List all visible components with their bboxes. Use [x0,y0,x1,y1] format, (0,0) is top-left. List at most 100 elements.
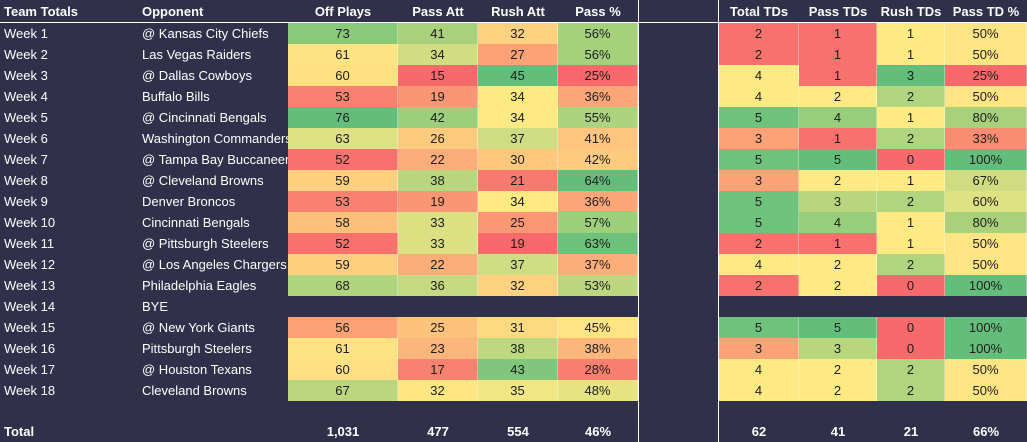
row-week-label: Week 8 [4,173,48,188]
cell-total-tds: 2 [719,23,799,44]
cell-pass-td-pct: 80% [945,212,1027,233]
row-opponent-label: @ Dallas Cowboys [142,68,253,83]
cell-rush-tds: 0 [877,275,945,296]
cell-pass-tds: 1 [799,44,877,65]
cell-total-tds: 4 [719,254,799,275]
cell-pass-pct: 45% [558,317,638,338]
row-opponent-label: @ Pittsburgh Steelers [142,236,269,251]
row-opponent-label: Washington Commanders [142,131,288,146]
header-pass-pct: Pass % [575,4,621,19]
row-opponent-label: BYE [142,299,169,314]
cell-pass-td-pct: 33% [945,128,1027,149]
cell-total-tds: 5 [719,149,799,170]
cell-pass-tds: 2 [799,86,877,107]
cell-rush-att: 34 [478,86,558,107]
cell-rush-tds: 0 [877,338,945,359]
cell-rush-tds: 1 [877,233,945,254]
cell-rush-tds: 0 [877,317,945,338]
cell-pass-tds: 2 [799,275,877,296]
row-week-label: Week 17 [4,362,56,377]
row-week-label: Week 5 [4,110,48,125]
cell-pass-att: 23 [398,338,478,359]
cell-pass-att: 36 [398,275,478,296]
header-rush-tds: Rush TDs [880,4,942,19]
cell-rush-tds: 2 [877,128,945,149]
row-opponent-label: @ Tampa Bay Buccaneers [142,152,288,167]
cell-rush-att: 35 [478,380,558,401]
cell-total-tds: 5 [719,191,799,212]
cell-rush-att: 37 [478,254,558,275]
cell-pass-att: 19 [398,86,478,107]
row-opponent-label: @ Los Angeles Chargers [142,257,287,272]
cell-pass-att: 42 [398,107,478,128]
cell-pass-pct: 55% [558,107,638,128]
cell-pass-td-pct: 100% [945,149,1027,170]
cell-pass-pct: 57% [558,212,638,233]
cell-off-plays: 73 [288,23,398,44]
cell-off-plays: 58 [288,212,398,233]
cell-pass-pct: 25% [558,65,638,86]
cell-pass-tds: 4 [799,212,877,233]
cell-off-plays: 53 [288,191,398,212]
row-week-label: Week 11 [4,236,55,251]
row-week-label: Week 10 [4,215,56,230]
cell-rush-tds: 0 [877,149,945,170]
cell-pass-pct: 36% [558,86,638,107]
header-pass-tds: Pass TDs [808,4,868,19]
cell-pass-pct: 53% [558,275,638,296]
cell-total-tds: 2 [719,233,799,254]
cell-pass-att: 33 [398,212,478,233]
cell-off-plays: 56 [288,317,398,338]
total-pass-tds: 41 [830,424,846,439]
cell-total-tds: 4 [719,86,799,107]
cell-off-plays: 61 [288,44,398,65]
row-week-label: Week 16 [4,341,56,356]
cell-pass-tds: 1 [799,23,877,44]
row-week-label: Week 1 [4,26,48,41]
cell-pass-att: 26 [398,128,478,149]
cell-pass-td-pct: 50% [945,380,1027,401]
cell-pass-tds: 1 [799,233,877,254]
cell-off-plays: 59 [288,170,398,191]
cell-pass-td-pct: 50% [945,233,1027,254]
cell-pass-att: 22 [398,149,478,170]
cell-off-plays: 63 [288,128,398,149]
cell-rush-att: 34 [478,191,558,212]
cell-pass-pct: 36% [558,191,638,212]
cell-pass-att: 34 [398,44,478,65]
cell-rush-att: 30 [478,149,558,170]
cell-pass-att: 41 [398,23,478,44]
row-week-label: Week 15 [4,320,56,335]
cell-pass-tds: 3 [799,338,877,359]
row-week-label: Week 14 [4,299,56,314]
cell-rush-att: 32 [478,275,558,296]
cell-off-plays: 53 [288,86,398,107]
cell-off-plays: 61 [288,338,398,359]
row-opponent-label: @ New York Giants [142,320,255,335]
header-pass-td-pct: Pass TD % [952,4,1020,19]
row-opponent-label: @ Houston Texans [142,362,252,377]
cell-pass-tds: 2 [799,254,877,275]
cell-rush-tds: 1 [877,23,945,44]
cell-off-plays: 52 [288,233,398,254]
cell-pass-td-pct: 50% [945,86,1027,107]
header-rush-att: Rush Att [491,4,545,19]
cell-rush-tds: 1 [877,44,945,65]
cell-rush-att: 34 [478,107,558,128]
header-opponent: Opponent [142,4,204,19]
cell-rush-att: 25 [478,212,558,233]
cell-off-plays: 52 [288,149,398,170]
cell-pass-pct: 63% [558,233,638,254]
cell-rush-att: 27 [478,44,558,65]
cell-off-plays: 67 [288,380,398,401]
row-opponent-label: Las Vegas Raiders [142,47,252,62]
row-opponent-label: Cincinnati Bengals [142,215,250,230]
cell-total-tds: 3 [719,338,799,359]
cell-total-tds: 4 [719,65,799,86]
cell-pass-tds: 3 [799,191,877,212]
cell-total-tds: 5 [719,212,799,233]
cell-rush-att: 45 [478,65,558,86]
row-opponent-label: @ Cincinnati Bengals [142,110,267,125]
cell-pass-att: 33 [398,233,478,254]
cell-pass-pct: 28% [558,359,638,380]
